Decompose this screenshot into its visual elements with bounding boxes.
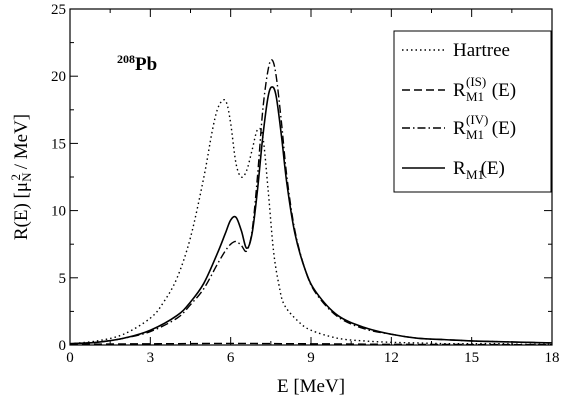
legend-box [393, 30, 552, 193]
x-tick-label: 15 [464, 350, 479, 366]
tick-labels: 0 3 6 9 12 15 18 0 5 10 15 20 25 [51, 2, 560, 366]
x-tick-label: 6 [227, 350, 235, 366]
y-axis-title-prefix: R(E) [μ [11, 182, 32, 240]
legend-entry: Hartree [453, 40, 510, 61]
nucleus-annotation: 208Pb [117, 52, 157, 75]
y-axis-title: R(E) [μN2 / MeV] [8, 114, 34, 240]
legend: Hartree R(IS) M1 (E) R(IV) M1 (E) RM1(E) [393, 30, 552, 193]
y-axis-title-sup: 2 [8, 174, 23, 181]
legend-entry: RM1(E) [453, 158, 505, 182]
x-axis-title: E [MeV] [277, 376, 345, 397]
y-axis-title-sub: N [19, 172, 34, 182]
y-tick-label: 10 [51, 204, 66, 220]
plot-frame [69, 8, 553, 346]
y-tick-label: 20 [51, 69, 66, 85]
y-axis-title-suffix: / MeV] [11, 114, 32, 174]
y-tick-label: 15 [51, 136, 66, 152]
x-tick-label: 9 [307, 350, 315, 366]
y-tick-label: 0 [59, 338, 67, 354]
x-tick-label: 18 [545, 350, 560, 366]
nucleus-annotation-mass: 208 [117, 52, 135, 66]
y-tick-label: 25 [51, 2, 66, 18]
series-line-0 [69, 99, 553, 346]
nucleus-annotation-symbol: Pb [135, 54, 157, 75]
legend-entry: R(IS) M1 (E) [453, 74, 516, 104]
legend-entry: R(IV) M1 (E) [453, 112, 516, 142]
y-tick-label: 5 [59, 271, 67, 287]
x-tick-label: 12 [384, 350, 399, 366]
series-line-3 [69, 86, 553, 345]
x-tick-label: 3 [147, 350, 155, 366]
x-tick-label: 0 [66, 350, 74, 366]
